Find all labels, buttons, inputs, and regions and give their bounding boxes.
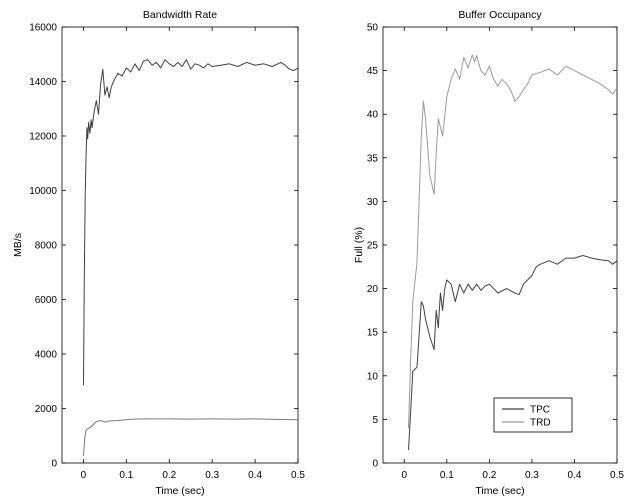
x-tick-label: 0.1 xyxy=(440,470,454,481)
legend-box xyxy=(493,397,573,433)
x-axis-label: Time (sec) xyxy=(475,485,524,497)
y-tick-label: 8000 xyxy=(35,241,58,252)
x-tick-label: 0.4 xyxy=(568,470,582,481)
series-lines xyxy=(408,54,618,450)
y-tick-label: 25 xyxy=(367,241,379,252)
chart-buffer-occupancy: Buffer Occupancy Time (sec) Full (%) 0 0.… xyxy=(353,9,624,497)
x-axis-label: Time (sec) xyxy=(155,485,204,497)
y-tick-label: 40 xyxy=(367,110,379,121)
x-tick-label: 0 xyxy=(81,470,87,481)
chart-bandwidth-rate: Bandwidth Rate Time (sec) MB/s 0 0.1 0.2 0.… xyxy=(12,9,305,497)
legend-label-tpc: TPC xyxy=(530,405,550,416)
x-tick-label: 0.3 xyxy=(205,470,219,481)
series-line-1 xyxy=(83,59,299,386)
y-tick-label: 50 xyxy=(367,23,379,34)
y-axis-label: MB/s xyxy=(12,233,24,257)
series-line-2 xyxy=(83,418,299,457)
y-tick-label: 4000 xyxy=(35,350,58,361)
x-axis: 0 0.1 0.2 0.3 0.4 0.5 xyxy=(401,27,624,481)
y-axis: 0 2000 4000 6000 8000 10000 12000 14000 16000 xyxy=(29,23,298,470)
y-tick-label: 12000 xyxy=(29,132,57,143)
y-tick-label: 30 xyxy=(367,197,379,208)
y-tick-label: 10 xyxy=(367,371,379,382)
x-tick-label: 0.1 xyxy=(119,470,133,481)
y-tick-label: 5 xyxy=(372,415,378,426)
y-tick-label: 2000 xyxy=(35,404,58,415)
x-tick-label: 0 xyxy=(401,470,407,481)
chart-title: Bandwidth Rate xyxy=(143,9,217,21)
y-tick-label: 0 xyxy=(51,459,57,470)
chart-title: Buffer Occupancy xyxy=(458,9,542,21)
x-tick-label: 0.4 xyxy=(248,470,262,481)
y-tick-label: 15 xyxy=(367,328,379,339)
x-tick-label: 0.3 xyxy=(525,470,539,481)
x-tick-label: 0.5 xyxy=(291,470,305,481)
series-lines xyxy=(83,59,299,457)
y-tick-label: 20 xyxy=(367,284,379,295)
y-tick-label: 16000 xyxy=(29,23,57,34)
y-tick-label: 35 xyxy=(367,153,379,164)
legend: TPC TRD xyxy=(493,397,573,433)
series-line-tpc xyxy=(408,255,618,450)
y-axis: 0 5 10 15 20 25 30 35 40 45 50 xyxy=(367,23,617,470)
x-tick-label: 0.2 xyxy=(482,470,496,481)
y-axis-label: Full (%) xyxy=(353,227,365,263)
y-tick-label: 6000 xyxy=(35,295,58,306)
x-tick-label: 0.5 xyxy=(610,470,624,481)
plot-frame xyxy=(61,26,299,464)
x-tick-label: 0.2 xyxy=(162,470,176,481)
y-tick-label: 10000 xyxy=(29,186,57,197)
x-axis: 0 0.1 0.2 0.3 0.4 0.5 xyxy=(81,27,305,481)
legend-label-trd: TRD xyxy=(530,418,551,429)
y-tick-label: 14000 xyxy=(29,77,57,88)
y-tick-label: 45 xyxy=(367,66,379,77)
y-tick-label: 0 xyxy=(372,459,378,470)
series-line-trd xyxy=(408,54,618,429)
